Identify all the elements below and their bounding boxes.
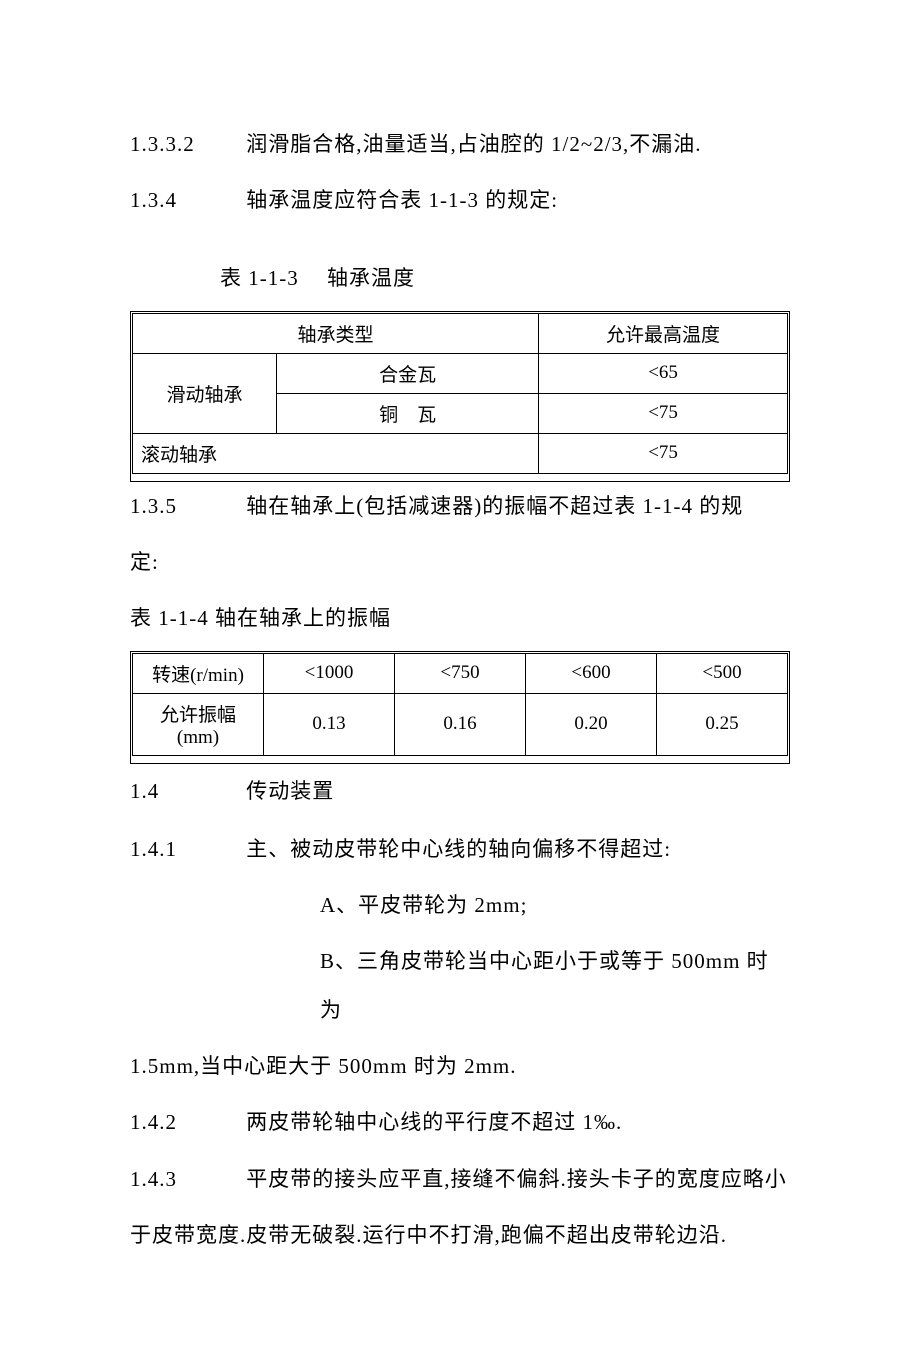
- table-row: 轴承类型 允许最高温度: [133, 313, 788, 353]
- cell-speed-label: 转速(r/min): [133, 653, 264, 693]
- cell-copper: 铜 瓦: [277, 393, 539, 433]
- cell-value: <75: [539, 393, 788, 433]
- cell-value: <1000: [264, 653, 395, 693]
- cell-value: 0.16: [395, 693, 526, 755]
- cell-value: <65: [539, 353, 788, 393]
- paragraph-1-3-5-line2: 定:: [130, 538, 790, 586]
- table-1-1-4: 转速(r/min) <1000 <750 <600 <500 允许振幅(mm) …: [132, 653, 788, 756]
- table-1-1-3-caption: 表 1-1-3 轴承温度: [130, 255, 790, 301]
- clause-number: 1.3.5: [130, 482, 240, 530]
- cell-value: <500: [657, 653, 788, 693]
- table-row: 转速(r/min) <1000 <750 <600 <500: [133, 653, 788, 693]
- cell-amplitude-label: 允许振幅(mm): [133, 693, 264, 755]
- item-b-line2: 1.5mm,当中心距大于 500mm 时为 2mm.: [130, 1042, 790, 1090]
- clause-number: 1.3.4: [130, 176, 240, 224]
- clause-number: 1.4.2: [130, 1098, 240, 1146]
- table-row: 滚动轴承 <75: [133, 433, 788, 473]
- paragraph-1-3-4: 1.3.4 轴承温度应符合表 1-1-3 的规定:: [130, 176, 790, 224]
- paragraph-1-4-2: 1.4.2 两皮带轮轴中心线的平行度不超过 1‰.: [130, 1098, 790, 1146]
- paragraph-1-4-3-line1: 1.4.3 平皮带的接头应平直,接缝不偏斜.接头卡子的宽度应略小: [130, 1155, 790, 1203]
- cell-value: <75: [539, 433, 788, 473]
- table-row: 允许振幅(mm) 0.13 0.16 0.20 0.25: [133, 693, 788, 755]
- th-bearing-type: 轴承类型: [133, 313, 539, 353]
- section-title: 传动装置: [246, 780, 334, 803]
- cell-value: 0.20: [526, 693, 657, 755]
- clause-text: 轴承温度应符合表 1-1-3 的规定:: [246, 188, 558, 212]
- section-1-4-heading: 1.4 传动装置: [130, 768, 790, 815]
- cell-value: 0.13: [264, 693, 395, 755]
- cell-alloy: 合金瓦: [277, 353, 539, 393]
- paragraph-1-4-3-line2: 于皮带宽度.皮带无破裂.运行中不打滑,跑偏不超出皮带轮边沿.: [130, 1211, 790, 1259]
- item-b-line1: B、三角皮带轮当中心距小于或等于 500mm 时为: [130, 937, 790, 1034]
- cell-sliding-bearing: 滑动轴承: [133, 353, 277, 433]
- clause-text: 润滑脂合格,油量适当,占油腔的 1/2~2/3,不漏油.: [246, 132, 701, 156]
- table-1-1-4-wrap: 转速(r/min) <1000 <750 <600 <500 允许振幅(mm) …: [130, 651, 790, 764]
- clause-text: 主、被动皮带轮中心线的轴向偏移不得超过:: [246, 837, 671, 861]
- cell-value: <750: [395, 653, 526, 693]
- paragraph-1-3-3-2: 1.3.3.2 润滑脂合格,油量适当,占油腔的 1/2~2/3,不漏油.: [130, 120, 790, 168]
- clause-number: 1.4.3: [130, 1155, 240, 1203]
- section-number: 1.4: [130, 768, 240, 814]
- paragraph-1-4-1: 1.4.1 主、被动皮带轮中心线的轴向偏移不得超过:: [130, 825, 790, 873]
- paragraph-1-3-5-line1: 1.3.5 轴在轴承上(包括减速器)的振幅不超过表 1-1-4 的规: [130, 482, 790, 530]
- table-1-1-4-caption: 表 1-1-4 轴在轴承上的振幅: [130, 594, 790, 642]
- table-1-1-3-wrap: 轴承类型 允许最高温度 滑动轴承 合金瓦 <65 铜 瓦 <75 滚动轴承 <7…: [130, 311, 790, 482]
- item-a: A、平皮带轮为 2mm;: [130, 881, 790, 929]
- clause-text: 两皮带轮轴中心线的平行度不超过 1‰.: [246, 1110, 622, 1134]
- document-page: 1.3.3.2 润滑脂合格,油量适当,占油腔的 1/2~2/3,不漏油. 1.3…: [0, 0, 920, 1347]
- th-max-temp: 允许最高温度: [539, 313, 788, 353]
- cell-value: 0.25: [657, 693, 788, 755]
- clause-number: 1.4.1: [130, 825, 240, 873]
- clause-text: 平皮带的接头应平直,接缝不偏斜.接头卡子的宽度应略小: [246, 1167, 787, 1191]
- clause-text: 轴在轴承上(包括减速器)的振幅不超过表 1-1-4 的规: [246, 494, 743, 518]
- table-row: 滑动轴承 合金瓦 <65: [133, 353, 788, 393]
- cell-rolling-bearing: 滚动轴承: [133, 433, 539, 473]
- table-1-1-3: 轴承类型 允许最高温度 滑动轴承 合金瓦 <65 铜 瓦 <75 滚动轴承 <7…: [132, 313, 788, 474]
- cell-value: <600: [526, 653, 657, 693]
- clause-number: 1.3.3.2: [130, 120, 240, 168]
